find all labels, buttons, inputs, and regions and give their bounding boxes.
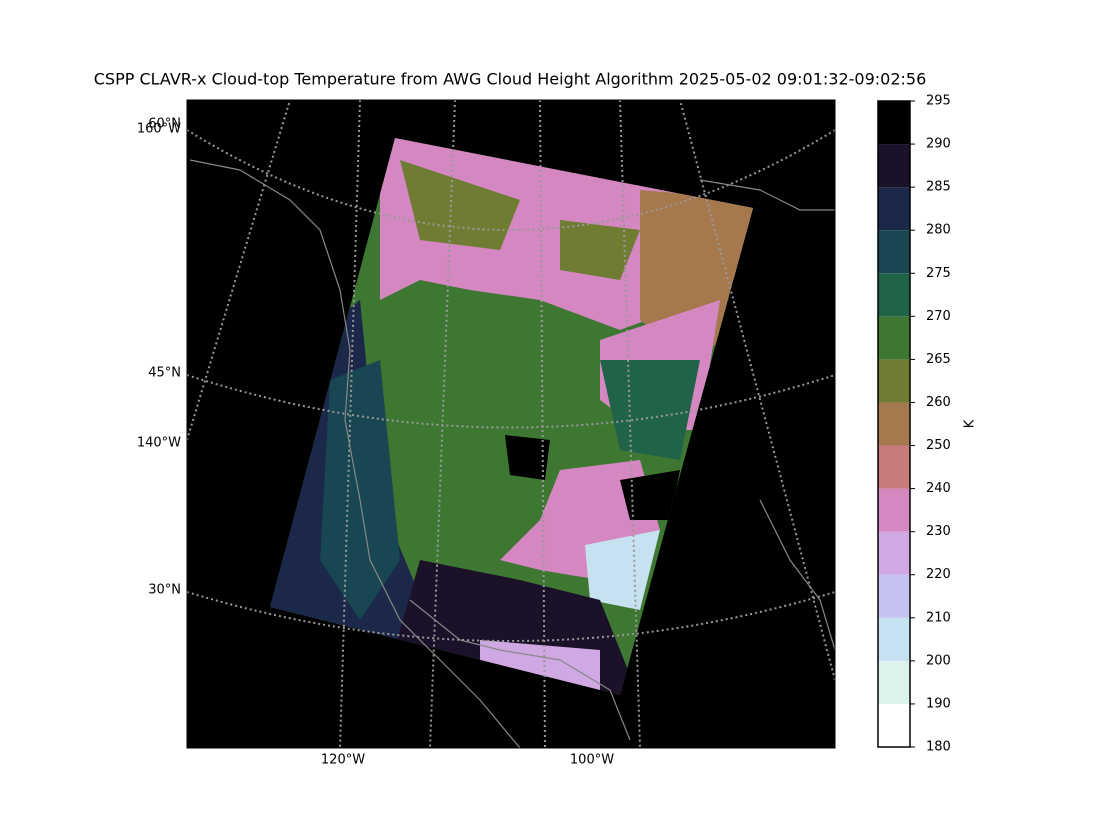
colorbar-segment <box>878 703 910 747</box>
colorbar-segment <box>878 101 910 145</box>
colorbar-segment <box>878 187 910 231</box>
colorbar-tick-label: 200 <box>926 653 951 668</box>
colorbar-tick-label: 230 <box>926 524 951 539</box>
colorbar-frame <box>877 100 911 748</box>
lon-label: 100°W <box>570 753 614 768</box>
colorbar-tick-label: 220 <box>926 567 951 582</box>
colorbar-segment <box>878 445 910 489</box>
lat-label: 60°N <box>148 117 181 132</box>
colorbar-segment <box>878 660 910 704</box>
colorbar-tick-label: 260 <box>926 395 951 410</box>
colorbar-tick-label: 270 <box>926 309 951 324</box>
colorbar-segment <box>878 144 910 188</box>
colorbar-segment <box>878 359 910 403</box>
colorbar-tick-label: 275 <box>926 266 951 281</box>
lon-label: 140°W <box>137 436 181 451</box>
colorbar-label: K <box>963 419 978 428</box>
title: CSPP CLAVR-x Cloud-top Temperature from … <box>94 70 927 89</box>
colorbar-tick-label: 290 <box>926 137 951 152</box>
colorbar-tick-label: 295 <box>926 94 951 109</box>
colorbar-segment <box>878 531 910 575</box>
colorbar-segment <box>878 230 910 274</box>
colorbar-tick-label: 265 <box>926 352 951 367</box>
colorbar-segment <box>878 617 910 661</box>
colorbar-tick-label: 240 <box>926 481 951 496</box>
colorbar-tick-label: 210 <box>926 610 951 625</box>
colorbar-tick-label: 190 <box>926 696 951 711</box>
lon-label: 120°W <box>321 753 365 768</box>
lon-label: 160°W <box>137 122 181 137</box>
colorbar-segment <box>878 488 910 532</box>
map <box>187 100 835 748</box>
colorbar-segment <box>878 402 910 446</box>
colorbar-tick-label: 250 <box>926 438 951 453</box>
lat-label: 45°N <box>148 366 181 381</box>
map-frame <box>186 99 836 749</box>
colorbar-segment <box>878 316 910 360</box>
lat-label: 30°N <box>148 583 181 598</box>
colorbar-tick-label: 280 <box>926 223 951 238</box>
colorbar-tick-label: 180 <box>926 740 951 755</box>
colorbar-tick-label: 285 <box>926 180 951 195</box>
colorbar-segment <box>878 273 910 317</box>
colorbar-segment <box>878 574 910 618</box>
